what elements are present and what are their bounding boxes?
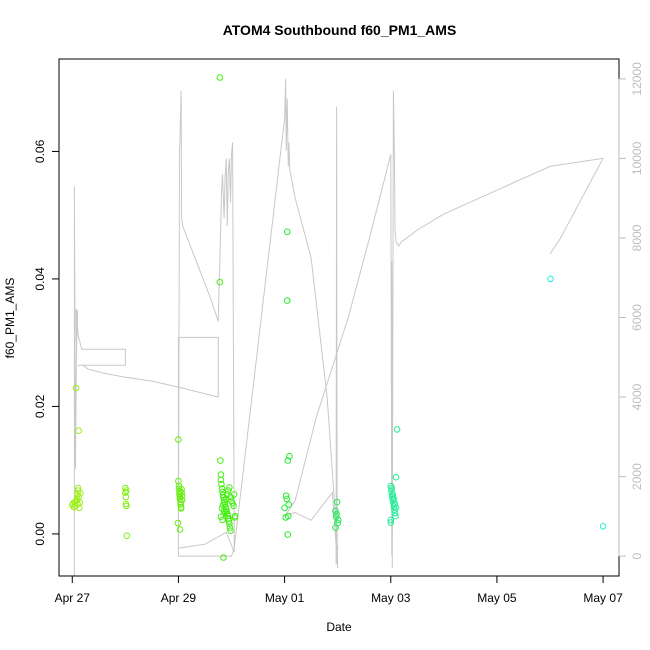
data-point	[285, 512, 292, 520]
data-point	[216, 74, 224, 81]
data-point	[393, 426, 401, 433]
data-point	[225, 487, 232, 494]
y-tick-label: 0.04	[33, 267, 47, 291]
data-point	[285, 501, 293, 508]
data-point	[389, 491, 397, 499]
data-point	[230, 502, 237, 510]
y-axis-label: f60_PM1_AMS	[3, 278, 17, 359]
data-point	[217, 471, 225, 478]
data-point	[177, 505, 185, 512]
data-point	[599, 523, 607, 530]
data-point	[178, 489, 185, 496]
data-point	[392, 504, 400, 512]
data-point	[547, 275, 554, 283]
y-tick-label: 0.02	[33, 394, 47, 418]
chart-title: ATOM4 Southbound f60_PM1_AMS	[223, 22, 457, 38]
y2-tick-label: 6000	[630, 304, 644, 331]
x-tick-label: May 05	[477, 591, 517, 605]
data-point	[334, 516, 342, 524]
data-point	[231, 512, 239, 520]
data-point	[178, 496, 186, 504]
y-axis: 0.00 0.02 0.04 0.06	[33, 139, 60, 546]
data-point	[333, 498, 341, 506]
data-point	[218, 480, 225, 488]
data-point	[122, 493, 130, 501]
data-point	[177, 501, 184, 508]
x-tick-label: May 07	[583, 591, 623, 605]
data-point	[333, 510, 340, 518]
data-point	[283, 228, 291, 236]
y2-tick-label: 8000	[630, 224, 644, 251]
data-point	[332, 524, 339, 531]
y2-axis: 0 2000 4000 6000 8000 10000 12000	[618, 62, 644, 559]
data-point	[216, 278, 224, 286]
secondary-line-layer	[73, 78, 605, 576]
data-point	[178, 492, 186, 500]
y2-tick-label: 4000	[630, 383, 644, 410]
data-point	[72, 384, 80, 392]
data-point	[218, 485, 226, 493]
y-tick-label: 0.06	[33, 139, 47, 163]
y2-tick-label: 12000	[630, 62, 644, 96]
y2-tick-label: 0	[630, 552, 644, 559]
x-axis: Apr 27 Apr 29 May 01 May 03 May 05 May 07	[55, 575, 623, 605]
data-point	[175, 436, 182, 443]
data-point	[283, 495, 291, 503]
data-point	[391, 500, 399, 508]
data-point	[227, 527, 234, 535]
data-point	[284, 457, 292, 464]
data-point	[392, 512, 399, 520]
data-point	[282, 492, 290, 500]
data-point	[392, 473, 400, 481]
secondary-series-line	[73, 78, 605, 576]
data-point	[226, 520, 233, 528]
y2-tick-label: 2000	[630, 463, 644, 490]
data-point	[388, 484, 396, 492]
data-point	[123, 532, 131, 540]
y-tick-label: 0.00	[33, 522, 47, 546]
data-point	[230, 491, 238, 498]
data-point	[217, 476, 225, 484]
data-point	[387, 519, 395, 526]
data-point	[226, 524, 234, 531]
data-point	[123, 487, 130, 494]
points-layer	[69, 74, 607, 561]
plot-frame	[58, 58, 620, 577]
data-point	[76, 499, 83, 507]
data-point	[223, 508, 230, 515]
data-point	[281, 504, 288, 512]
data-point	[221, 509, 229, 517]
data-point	[75, 427, 82, 435]
data-point	[178, 486, 185, 493]
data-point	[123, 502, 130, 510]
data-point	[76, 489, 84, 497]
data-point	[174, 519, 182, 527]
data-point	[226, 484, 233, 491]
data-point	[387, 516, 395, 524]
data-point	[286, 452, 293, 460]
data-point	[217, 457, 224, 464]
data-point	[284, 531, 292, 538]
x-tick-label: Apr 29	[161, 591, 197, 605]
x-tick-label: May 03	[371, 591, 411, 605]
x-tick-label: Apr 27	[55, 591, 91, 605]
x-axis-label: Date	[326, 620, 352, 634]
data-point	[220, 554, 227, 561]
data-point	[283, 297, 291, 304]
data-point	[225, 517, 233, 525]
data-point	[219, 516, 226, 524]
x-tick-label: May 01	[265, 591, 305, 605]
data-point	[388, 487, 395, 494]
y2-tick-label: 10000	[630, 141, 644, 175]
data-point	[217, 513, 225, 521]
data-point	[176, 526, 184, 533]
